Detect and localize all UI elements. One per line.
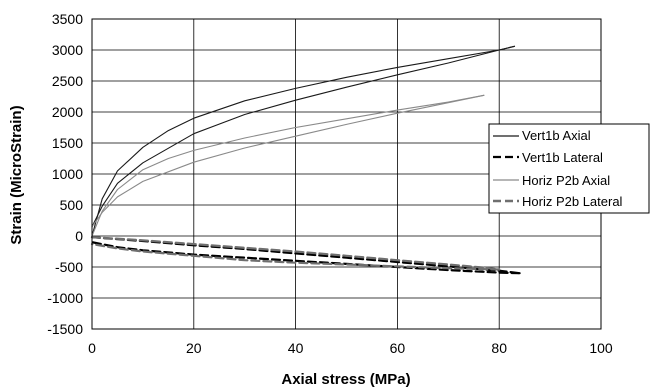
y-tick-label: 0 xyxy=(75,228,83,244)
legend-entry-horiz-p2b-lateral: Horiz P2b Lateral xyxy=(493,194,623,209)
y-tick-label: 2000 xyxy=(52,104,83,120)
x-tick-labels: 0 20 40 60 80 100 xyxy=(88,340,613,356)
legend-box xyxy=(488,123,650,214)
x-tick-label: 20 xyxy=(186,340,202,356)
x-tick-label: 60 xyxy=(390,340,406,356)
y-tick-label: 500 xyxy=(60,197,84,213)
x-tick-label: 80 xyxy=(491,340,507,356)
series-line-horiz-p2b-axial-loading xyxy=(91,94,485,237)
y-tick-label: 1500 xyxy=(52,135,83,151)
x-tick-label: 100 xyxy=(589,340,613,356)
y-tick-label: -1000 xyxy=(47,290,83,306)
series-line-horiz-p2b-lateral-unloading xyxy=(90,243,501,271)
legend-label-vert1b-axial: Vert1b Axial xyxy=(522,128,591,143)
legend-label-vert1b-lateral: Vert1b Lateral xyxy=(522,150,603,165)
y-tick-label: 3500 xyxy=(52,11,83,27)
series-line-vert1b-lateral-unloading xyxy=(90,241,521,275)
legend-label-horiz-p2b-axial: Horiz P2b Axial xyxy=(522,173,610,188)
legend: Vert1b Axial Vert1b Lateral Horiz P2b Ax… xyxy=(488,123,650,214)
y-tick-label: -500 xyxy=(55,259,83,275)
x-tick-label: 0 xyxy=(88,340,96,356)
legend-entry-horiz-p2b-axial: Horiz P2b Axial xyxy=(493,173,610,188)
series-line-vert1b-axial-unloading xyxy=(91,45,516,228)
y-tick-label: -1500 xyxy=(47,321,83,337)
y-axis-title: Strain (MicroStrain) xyxy=(8,105,25,244)
series-lines xyxy=(90,45,521,275)
legend-label-horiz-p2b-lateral: Horiz P2b Lateral xyxy=(522,194,623,209)
y-tick-label: 2500 xyxy=(52,73,83,89)
y-tick-label: 3000 xyxy=(52,42,83,58)
y-tick-labels: -1500 -1000 -500 0 500 1000 1500 2000 2500 3000 35… xyxy=(47,11,83,337)
series-line-horiz-p2b-axial-unloading xyxy=(91,94,485,228)
x-tick-label: 40 xyxy=(288,340,304,356)
series-line-horiz-p2b-lateral-loading xyxy=(90,236,501,271)
y-tick-label: 1000 xyxy=(52,166,83,182)
legend-entry-vert1b-lateral: Vert1b Lateral xyxy=(493,150,603,165)
x-axis-title: Axial stress (MPa) xyxy=(281,371,410,388)
series-line-vert1b-axial-loading xyxy=(91,45,516,237)
legend-entry-vert1b-axial: Vert1b Axial xyxy=(493,128,591,143)
